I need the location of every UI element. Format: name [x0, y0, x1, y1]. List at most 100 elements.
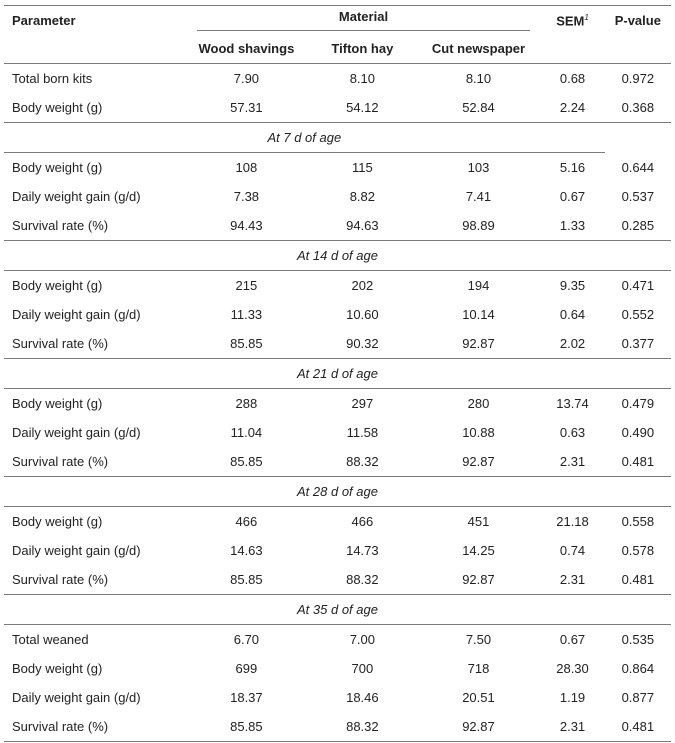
cell-tifton-hay: 11.58 — [346, 425, 379, 440]
row-parameter: Survival rate (%) — [12, 336, 109, 351]
table-row: Daily weight gain (g/d) 11.04 11.58 10.88 0.… — [4, 418, 671, 447]
table-row: Body weight (g) 57.31 54.12 52.84 2.24 0… — [4, 93, 671, 123]
cell-sem: 21.18 — [556, 514, 589, 529]
section-header-row: At 21 d of age — [4, 358, 671, 389]
header-sem-label: SEM — [556, 13, 585, 29]
cell-sem: 0.64 — [559, 307, 586, 322]
section-header-row: At 35 d of age — [4, 594, 671, 625]
cell-tifton-hay: 8.82 — [349, 189, 376, 204]
header-wood-shavings: Wood shavings — [184, 34, 309, 64]
section-header-row: At 28 d of age — [4, 476, 671, 507]
header-cut-newspaper: Cut newspaper — [416, 34, 541, 64]
section-title: At 21 d of age — [4, 358, 671, 389]
cell-tifton-hay: 7.00 — [349, 632, 376, 647]
table-row: Body weight (g) 699 700 718 28.30 0.864 — [4, 654, 671, 683]
row-parameter: Survival rate (%) — [12, 572, 109, 587]
cell-wood-shavings: 7.38 — [233, 189, 260, 204]
cell-wood-shavings: 14.63 — [230, 543, 263, 558]
cell-sem: 0.68 — [559, 71, 586, 86]
section-header-blank — [604, 122, 671, 153]
cell-cut-newspaper: 92.87 — [416, 712, 541, 742]
cell-cut-newspaper: 718 — [467, 661, 490, 676]
section-header-row: At 7 d of age — [4, 122, 671, 153]
cell-sem: 0.63 — [559, 425, 586, 440]
cell-pvalue: 0.644 — [621, 159, 655, 175]
cell-wood-shavings: 11.04 — [230, 425, 263, 440]
section-title: At 35 d of age — [4, 594, 671, 625]
cell-sem: 5.16 — [559, 160, 586, 175]
row-parameter: Daily weight gain (g/d) — [12, 307, 141, 322]
cell-wood-shavings: 85.85 — [230, 572, 263, 587]
cell-cut-newspaper: 92.87 — [462, 454, 495, 469]
cell-cut-newspaper: 98.89 — [462, 218, 495, 233]
cell-sem: 28.30 — [556, 661, 589, 676]
table-row: Survival rate (%) 85.85 90.32 92.87 2.02 0.37… — [4, 329, 671, 359]
sem-footnote-marker: 1 — [584, 13, 589, 22]
row-parameter: Daily weight gain (g/d) — [12, 425, 141, 440]
table-row: Daily weight gain (g/d) 7.38 8.82 7.41 0.67 0… — [4, 182, 671, 211]
header-parameter: Parameter — [12, 13, 76, 28]
cell-pvalue: 0.377 — [621, 336, 655, 351]
cell-cut-newspaper: 92.87 — [462, 572, 495, 587]
cell-pvalue: 0.479 — [621, 396, 655, 411]
cell-tifton-hay: 88.32 — [308, 712, 417, 742]
cell-wood-shavings: 466 — [235, 514, 258, 529]
cell-wood-shavings: 6.70 — [233, 632, 260, 647]
table-body: Total born kits 7.90 8.10 8.10 0.68 0.97… — [4, 64, 671, 742]
table-row: Daily weight gain (g/d) 14.63 14.73 14.25 0.… — [4, 536, 671, 565]
cell-wood-shavings: 288 — [235, 396, 258, 411]
section-title: At 28 d of age — [4, 476, 671, 507]
cell-tifton-hay: 18.46 — [346, 690, 379, 705]
cell-sem: 1.19 — [559, 690, 586, 705]
cell-cut-newspaper: 52.84 — [462, 100, 495, 115]
cell-pvalue: 0.481 — [621, 572, 655, 587]
row-parameter: Total born kits — [12, 71, 93, 86]
cell-pvalue: 0.537 — [621, 189, 655, 204]
table-row: Body weight (g) 288 297 280 13.74 0.479 — [4, 389, 671, 419]
cell-tifton-hay: 297 — [351, 396, 374, 411]
row-parameter: Total weaned — [12, 632, 89, 647]
section-title: At 7 d of age — [4, 122, 605, 153]
cell-tifton-hay: 8.10 — [349, 71, 376, 86]
table-row: Daily weight gain (g/d) 18.37 18.46 20.51 1.… — [4, 683, 671, 712]
header-pvalue: P-value — [614, 13, 661, 28]
results-table: Parameter Material SEM1 P-value Wood sha… — [4, 5, 671, 742]
cell-sem: 0.67 — [559, 632, 586, 647]
cell-sem: 0.74 — [559, 543, 586, 558]
table-row: Body weight (g) 466 466 451 21.18 0.558 — [4, 507, 671, 537]
row-parameter: Daily weight gain (g/d) — [12, 543, 141, 558]
row-parameter: Body weight (g) — [12, 396, 103, 411]
row-parameter: Body weight (g) — [12, 661, 103, 676]
cell-pvalue: 0.535 — [621, 632, 655, 647]
cell-cut-newspaper: 8.10 — [465, 71, 492, 86]
table-row: Total born kits 7.90 8.10 8.10 0.68 0.97… — [4, 64, 671, 93]
cell-wood-shavings: 11.33 — [230, 307, 263, 322]
table-row: Total weaned 6.70 7.00 7.50 0.67 0.535 — [4, 625, 671, 655]
cell-pvalue: 0.552 — [621, 307, 655, 322]
cell-sem: 2.31 — [559, 454, 586, 469]
cell-pvalue: 0.285 — [621, 218, 655, 233]
cell-wood-shavings: 94.43 — [230, 218, 263, 233]
cell-pvalue: 0.490 — [621, 425, 655, 440]
cell-cut-newspaper: 451 — [467, 514, 490, 529]
cell-wood-shavings: 18.37 — [230, 690, 263, 705]
row-parameter: Survival rate (%) — [4, 712, 185, 742]
cell-pvalue: 0.481 — [621, 454, 655, 469]
cell-cut-newspaper: 103 — [467, 160, 490, 175]
table-row: Daily weight gain (g/d) 11.33 10.60 10.14 0.… — [4, 300, 671, 329]
table-row: Survival rate (%) 85.85 88.32 92.87 2.31 0.48… — [4, 565, 671, 595]
cell-tifton-hay: 90.32 — [346, 336, 379, 351]
cell-cut-newspaper: 92.87 — [462, 336, 495, 351]
cell-tifton-hay: 700 — [351, 661, 374, 676]
cell-cut-newspaper: 7.50 — [465, 632, 492, 647]
cell-wood-shavings: 85.85 — [230, 454, 263, 469]
cell-tifton-hay: 54.12 — [346, 100, 379, 115]
cell-pvalue: 0.558 — [621, 514, 655, 529]
row-parameter: Daily weight gain (g/d) — [12, 690, 141, 705]
cell-wood-shavings: 57.31 — [230, 100, 263, 115]
cell-sem: 2.31 — [540, 712, 605, 742]
table-row: Body weight (g) 215 202 194 9.35 0.471 — [4, 271, 671, 301]
table-row: Survival rate (%) 85.85 88.32 92.87 2.31 0.48… — [4, 712, 671, 742]
table-row: Body weight (g) 108 115 103 5.16 0.644 — [4, 153, 671, 183]
cell-cut-newspaper: 7.41 — [465, 189, 492, 204]
